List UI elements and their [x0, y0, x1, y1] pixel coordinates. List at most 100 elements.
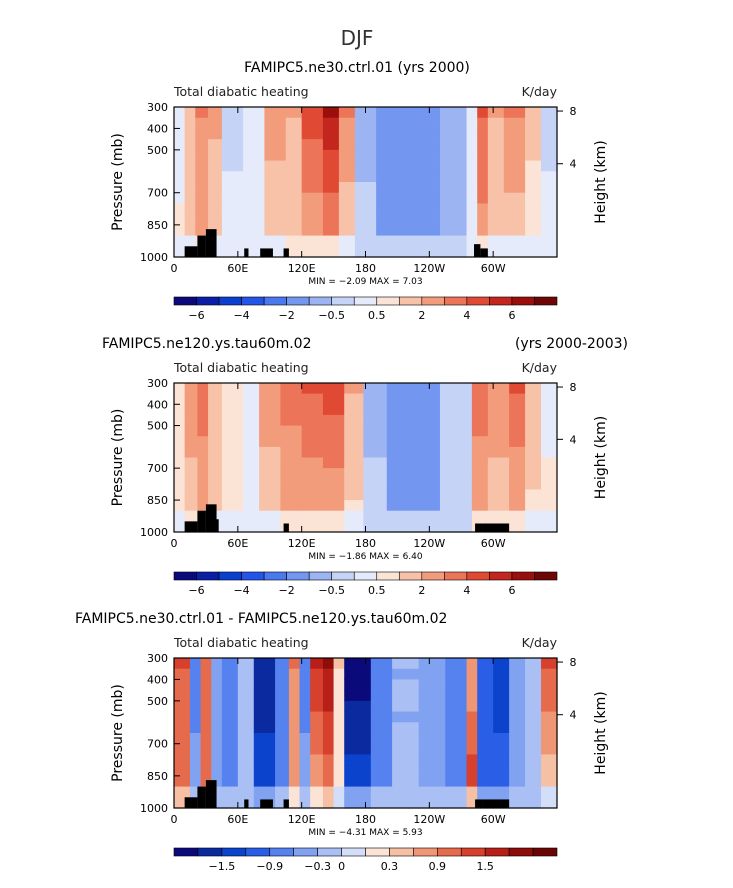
- heatmap-cell: [211, 658, 223, 670]
- heatmap-cell: [174, 775, 191, 788]
- heatmap-cell: [477, 786, 494, 798]
- heatmap-cell: [509, 393, 526, 405]
- heatmap-cell: [525, 679, 542, 691]
- heatmap-cell: [439, 446, 473, 459]
- heatmap-cell: [174, 797, 191, 809]
- heatmap-cell: [509, 500, 526, 512]
- heatmap-cell: [208, 404, 223, 416]
- heatmap-cell: [493, 690, 510, 702]
- heatmap-cell: [541, 690, 558, 702]
- heatmap-cell: [344, 733, 372, 745]
- heatmap-cell: [363, 414, 388, 427]
- heatmap-cell: [471, 393, 489, 405]
- field-label: Total diabatic heating: [173, 84, 309, 99]
- colorbar-swatch: [511, 571, 535, 581]
- heatmap-cell: [243, 510, 260, 522]
- heatmap-cell: [264, 117, 287, 130]
- heatmap-cell: [243, 182, 266, 194]
- heatmap-cell: [487, 235, 505, 247]
- heatmap-cell: [466, 203, 478, 215]
- heatmap-cell: [487, 383, 510, 395]
- heatmap-cell: [466, 733, 478, 745]
- colorbar-swatch: [241, 571, 265, 581]
- colorbar-swatch: [241, 296, 265, 306]
- heatmap-cell: [208, 128, 223, 140]
- heatmap-cell: [288, 668, 301, 681]
- heatmap-cell: [301, 128, 324, 140]
- heatmap-cell: [322, 192, 340, 205]
- heatmap-cell: [376, 128, 441, 140]
- heatmap-cell: [477, 743, 494, 756]
- heatmap-cell: [466, 117, 478, 130]
- heatmap-cell: [264, 192, 287, 205]
- heatmap-cell: [174, 457, 186, 469]
- heatmap-cell: [338, 192, 356, 205]
- heatmap-cell: [259, 393, 281, 405]
- heatmap-cell: [386, 457, 441, 469]
- heatmap-cell: [477, 117, 489, 130]
- heatmap-cell: [525, 700, 542, 713]
- heatmap-cell: [439, 457, 473, 469]
- heatmap-cell: [439, 128, 468, 140]
- heatmap-cell: [253, 775, 276, 788]
- heatmap-cell: [466, 658, 478, 670]
- heatmap-cell: [509, 797, 526, 809]
- heatmap-cell: [541, 700, 558, 713]
- colorbar-swatch: [489, 571, 513, 581]
- heatmap-cell: [370, 679, 393, 691]
- heatmap-cell: [376, 224, 441, 237]
- heatmap-cell: [487, 192, 505, 205]
- heatmap-cell: [221, 246, 244, 258]
- heatmap-cell: [370, 786, 393, 798]
- heatmap-cell: [189, 743, 202, 756]
- heatmap-cell: [418, 700, 446, 713]
- heatmap-cell: [310, 722, 324, 734]
- heatmap-cell: [174, 446, 186, 459]
- heatmap-cell: [344, 797, 372, 809]
- heatmap-cell: [200, 765, 212, 777]
- heatmap-cell: [208, 139, 223, 151]
- heatmap-cell: [288, 765, 301, 777]
- heatmap-cell: [237, 668, 255, 681]
- heatmap-cell: [208, 149, 223, 162]
- heatmap-cell: [299, 679, 311, 691]
- heatmap-cell: [503, 192, 526, 205]
- heatmap-cell: [301, 139, 324, 151]
- heatmap-cell: [189, 658, 202, 670]
- heatmap-cell: [211, 700, 223, 713]
- heatmap-cell: [344, 679, 372, 691]
- heatmap: [174, 658, 558, 809]
- heatmap-cell: [253, 700, 276, 713]
- colorbar-swatch: [398, 571, 423, 581]
- heatmap-cell: [363, 393, 388, 405]
- land-mask: [184, 521, 198, 532]
- heatmap-cell: [354, 192, 377, 205]
- colorbar-swatch: [444, 296, 468, 306]
- heatmap-cell: [477, 235, 489, 247]
- heatmap-cell: [466, 765, 478, 777]
- heatmap-cell: [253, 658, 276, 670]
- heatmap-cell: [525, 425, 542, 437]
- heatmap-cell: [541, 468, 558, 480]
- heatmap-cell: [509, 658, 526, 670]
- min-max-label: MIN = −2.09 MAX = 7.03: [308, 277, 422, 287]
- heatmap-cell: [333, 775, 345, 788]
- heatmap-cell: [503, 107, 526, 119]
- heatmap-cell: [184, 436, 199, 448]
- heatmap-cell: [174, 414, 186, 427]
- heatmap-cell: [197, 404, 209, 416]
- heatmap-cell: [445, 733, 468, 745]
- heatmap-cell: [392, 733, 420, 745]
- heatmap-cell: [301, 214, 324, 226]
- heatmap-cell: [466, 214, 478, 226]
- colorbar-swatch: [511, 296, 535, 306]
- heatmap-cell: [189, 679, 202, 691]
- heatmap-cell: [208, 393, 223, 405]
- y2-axis-label: Height (km): [593, 140, 609, 223]
- heatmap-cell: [370, 733, 393, 745]
- heatmap-cell: [541, 765, 558, 777]
- land-mask: [283, 248, 289, 257]
- x-tick-label: 180: [355, 262, 376, 275]
- heatmap-cell: [487, 160, 505, 172]
- heatmap-cell: [285, 246, 303, 258]
